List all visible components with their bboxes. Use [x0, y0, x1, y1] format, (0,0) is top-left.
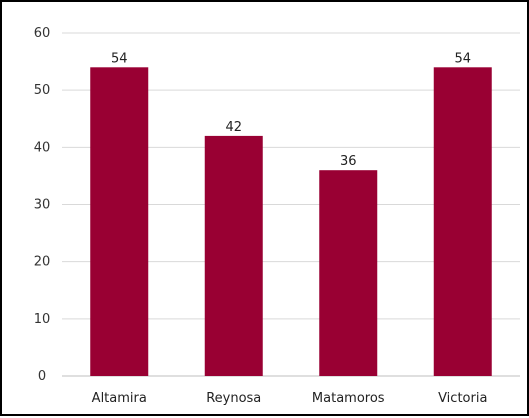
- data-label-altamira: 54: [111, 51, 128, 66]
- data-label-victoria: 54: [454, 51, 471, 66]
- y-tick-label: 50: [34, 83, 51, 98]
- y-tick-label: 30: [34, 198, 51, 213]
- data-label-matamoros: 36: [340, 154, 357, 169]
- data-label-reynosa: 42: [225, 120, 242, 135]
- y-tick-label: 60: [34, 26, 51, 41]
- y-tick-label: 0: [38, 369, 46, 384]
- data-labels: 54 42 36 54: [111, 51, 471, 169]
- y-tick-label: 20: [34, 255, 51, 270]
- y-axis-ticks: 0 10 20 30 40 50 60: [34, 26, 51, 384]
- bar-reynosa: [204, 135, 263, 376]
- category-label-matamoros: Matamoros: [312, 391, 385, 406]
- bar-altamira: [90, 67, 149, 377]
- bars: [90, 67, 492, 377]
- y-tick-label: 40: [34, 140, 51, 155]
- category-label-reynosa: Reynosa: [206, 391, 261, 406]
- category-label-victoria: Victoria: [438, 391, 487, 406]
- bar-victoria: [433, 67, 492, 377]
- y-tick-label: 10: [34, 312, 51, 327]
- bar-matamoros: [319, 170, 378, 376]
- x-axis-categories: Altamira Reynosa Matamoros Victoria: [92, 391, 488, 406]
- category-label-altamira: Altamira: [92, 391, 147, 406]
